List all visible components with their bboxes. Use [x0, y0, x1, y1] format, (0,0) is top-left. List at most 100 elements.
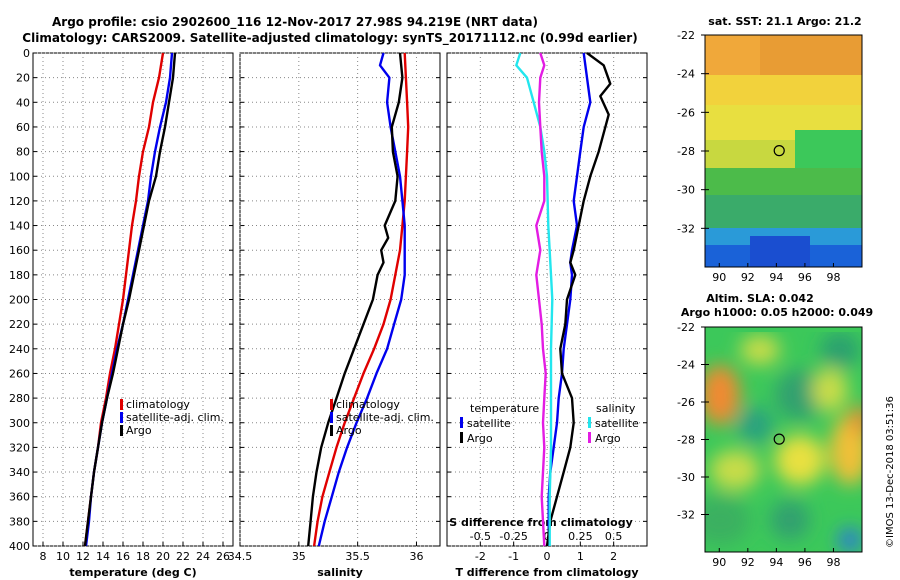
series-line-climatology: [312, 52, 410, 547]
sla-map-subtitle: Argo h1000: 0.05 h2000: 0.049: [681, 306, 873, 319]
depth-tick-label: 340: [9, 466, 30, 479]
depth-tick-label: 160: [9, 244, 30, 257]
temperature-xtick-label: 24: [196, 550, 210, 563]
depth-tick-label: 40: [16, 96, 30, 109]
depth-tick-label: 60: [16, 121, 30, 134]
salinity-diff-xlabel: S difference from climatology: [449, 516, 633, 529]
temperature-xtick-label: 20: [156, 550, 170, 563]
legend-salinity-title: salinity: [596, 402, 636, 415]
series-line-salinity-satellite: [515, 52, 554, 546]
sla-map-title: Altim. SLA: 0.042: [706, 292, 813, 305]
salinity-diff-tick-label: 0: [544, 530, 551, 543]
legend-temperature-swatch: [460, 417, 463, 428]
depth-tick-label: 280: [9, 392, 30, 405]
difference from climatology-xtick-label: -2: [475, 550, 486, 563]
difference from climatology-xtick-label: 2: [610, 550, 617, 563]
series-line-temperature-argo: [545, 52, 612, 547]
argo-location-marker: [773, 433, 785, 445]
sst-map-xtick-label: 96: [798, 271, 812, 284]
depth-tick-label: 360: [9, 491, 30, 504]
salinity-xtick-label: 35.5: [345, 550, 370, 563]
salinity-diff-tick-label: -0.5: [470, 530, 491, 543]
temperature-panel: 0 20 40 60 80 100 120 140 160 180 200 220 240 260 280 3…: [9, 47, 234, 579]
legend-temperature-swatch: [460, 432, 463, 443]
sla-map-xtick-label: 94: [769, 556, 783, 569]
copyright-label: ©IMOS 13-Dec-2018 03:51:36: [885, 396, 896, 548]
sst-map: 90 92 94 96 98 -22 -24 -26 -28 -30 -32: [677, 29, 863, 284]
depth-tick-label: 100: [9, 170, 30, 183]
sst-map-xtick-label: 94: [769, 271, 783, 284]
temperature-xtick-label: 22: [176, 550, 190, 563]
series-line-temperature-satellite: [547, 52, 592, 546]
depth-tick-label: 200: [9, 294, 30, 307]
sst-map-ytick-label: -28: [677, 145, 695, 158]
sla-map-ytick-label: -26: [677, 396, 695, 409]
temperature-legend-label: climatology: [126, 398, 190, 411]
salinity-xtick-label: 34.5: [228, 550, 253, 563]
sst-map-ytick-label: -30: [677, 184, 695, 197]
temperature-legend-swatch: [120, 399, 123, 410]
sla-map-ytick-label: -32: [677, 509, 695, 522]
sla-map-image: [705, 327, 862, 552]
depth-tick-label: 80: [16, 146, 30, 159]
sst-map-xtick-label: 92: [741, 271, 755, 284]
temperature-xtick-label: 8: [40, 550, 47, 563]
sla-map-ytick-label: -24: [677, 359, 695, 372]
temperature-xtick-label: 26: [216, 550, 230, 563]
difference from climatology-xtick-label: -1: [508, 550, 519, 563]
sst-map-xtick-label: 90: [712, 271, 726, 284]
series-line-satellite-adj-clim: [317, 52, 406, 547]
salinity-diff-tick-label: 0.5: [605, 530, 623, 543]
temperature-xlabel: temperature (deg C): [69, 566, 196, 579]
argo-location-marker: [773, 145, 785, 157]
legend-salinity-swatch: [588, 417, 591, 428]
temperature-legend-swatch: [120, 412, 123, 423]
sla-map-ytick-label: -22: [677, 321, 695, 334]
sla-map-xtick-label: 92: [741, 556, 755, 569]
salinity-panel: 34.5 35 35.5 36 salinity climatologysatellite…: [228, 52, 441, 579]
depth-tick-label: 240: [9, 343, 30, 356]
sla-map-ytick-label: -30: [677, 471, 695, 484]
sla-map-xtick-label: 98: [826, 556, 840, 569]
depth-tick-label: 180: [9, 269, 30, 282]
depth-tick-label: 320: [9, 441, 30, 454]
depth-tick-label: 120: [9, 195, 30, 208]
temperature-xtick-label: 14: [96, 550, 110, 563]
temperature-xtick-label: 18: [136, 550, 150, 563]
sst-map-xtick-label: 98: [826, 271, 840, 284]
difference from climatology-xtick-label: 0: [544, 550, 551, 563]
difference from climatology-xlabel: T difference from climatology: [455, 566, 638, 579]
depth-tick-label: 400: [9, 540, 30, 553]
depth-tick-label: 300: [9, 417, 30, 430]
sla-map: 90 92 94 96 98 -22 -24 -26 -28 -30 -32: [677, 321, 863, 569]
salinity-diff-tick-label: 0.25: [568, 530, 593, 543]
depth-tick-label: 20: [16, 72, 30, 85]
legend-salinity-label: Argo: [595, 432, 621, 445]
legend-salinity-swatch: [588, 432, 591, 443]
depth-tick-label: 380: [9, 515, 30, 528]
depth-tick-label: 260: [9, 367, 30, 380]
series-line-salinity-argo: [535, 52, 547, 547]
sst-map-ytick-label: -24: [677, 68, 695, 81]
series-line-argo: [307, 52, 404, 547]
salinity-legend-label: climatology: [336, 398, 400, 411]
salinity-xlabel: salinity: [317, 566, 363, 579]
difference-panel: -2 -1 0 1 2 T difference from climatology -0.5…: [446, 52, 648, 579]
sla-map-xtick-label: 90: [712, 556, 726, 569]
temperature-legend-label: Argo: [126, 424, 152, 437]
difference from climatology-xtick-label: 1: [577, 550, 584, 563]
salinity-legend-label: Argo: [336, 424, 362, 437]
temperature-xtick-label: 16: [116, 550, 130, 563]
sst-map-title: sat. SST: 21.1 Argo: 21.2: [708, 15, 861, 28]
salinity-legend-label: satellite-adj. clim.: [336, 411, 434, 424]
legend-temperature-title: temperature: [470, 402, 539, 415]
figure-title-line1: Argo profile: csio 2902600_116 12-Nov-20…: [52, 15, 538, 30]
sla-map-ytick-label: -28: [677, 434, 695, 447]
salinity-legend-swatch: [330, 399, 333, 410]
sst-map-image: [705, 35, 862, 267]
temperature-xtick-label: 10: [56, 550, 70, 563]
salinity-xtick-label: 35: [292, 550, 306, 563]
depth-tick-label: 0: [23, 47, 30, 60]
depth-tick-label: 140: [9, 220, 30, 233]
